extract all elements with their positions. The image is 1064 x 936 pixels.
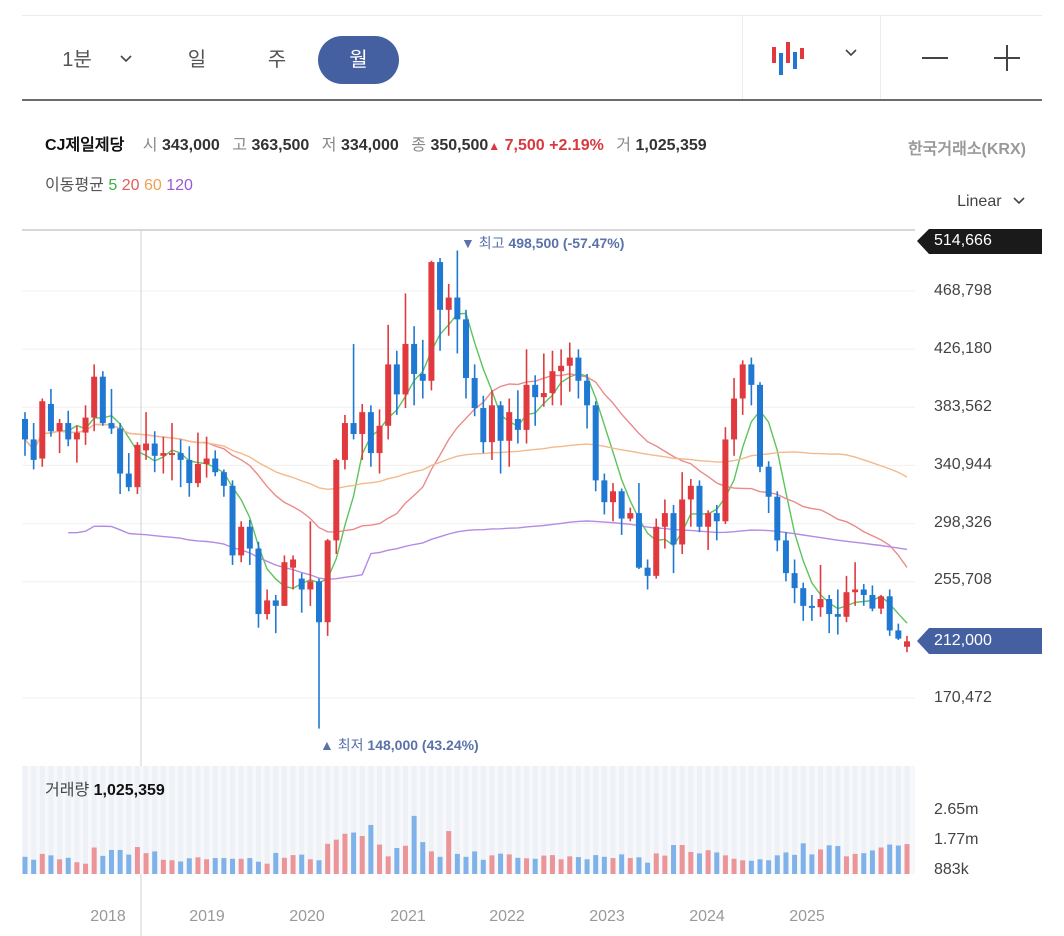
chart-toolbar: 1분 일 주 월 (22, 16, 1042, 101)
top-divider (22, 15, 1042, 16)
top-price-tag (917, 229, 1042, 254)
close-value: 350,500 (430, 137, 489, 154)
volume-label: 거 (616, 137, 632, 154)
period-month-button[interactable]: 월 (318, 36, 399, 84)
scale-select[interactable]: Linear (957, 193, 1026, 211)
change-value: 7,500 (504, 137, 545, 154)
high-label: 고 (232, 137, 248, 154)
ma-60[interactable]: 60 (143, 177, 162, 194)
volume-tick: 1.77m (934, 831, 979, 848)
top-price-label: 514,666 (934, 232, 992, 249)
change-percent: +2.19% (549, 137, 604, 154)
candlesticks (22, 250, 910, 729)
zoom-in-button[interactable] (988, 38, 1028, 78)
volume-value: 1,025,359 (635, 137, 707, 154)
ma-5[interactable]: 5 (108, 177, 118, 194)
chevron-down-icon[interactable] (119, 54, 133, 64)
x-tick: 2019 (189, 908, 225, 925)
toolbar-divider (742, 16, 743, 99)
low-label: 저 (321, 137, 337, 154)
x-tick: 2024 (689, 908, 725, 925)
ma-20[interactable]: 20 (121, 177, 140, 194)
x-tick: 2023 (589, 908, 625, 925)
exchange-name: 한국거래소(KRX) (907, 141, 1026, 158)
close-label: 종 (411, 137, 426, 154)
x-tick: 2021 (390, 908, 426, 925)
toolbar-divider (880, 16, 881, 99)
x-tick: 2018 (90, 908, 126, 925)
candlestick-icon[interactable] (771, 39, 811, 75)
period-day-button[interactable]: 일 (187, 49, 207, 71)
quote-summary: CJ제일제당 시 343,000 고 363,500 저 334,000 종 3… (45, 131, 707, 155)
volume-tick: 883k (934, 861, 969, 878)
period-1min-button[interactable]: 1분 (62, 49, 92, 71)
ma-label: 이동평균 (45, 177, 104, 194)
y-tick: 340,944 (934, 456, 992, 473)
low-annotation-value: 148,000 (43.24%) (367, 737, 479, 753)
current-price-tag (917, 628, 1042, 654)
moving-average-legend: 이동평균 5 20 60 120 (45, 171, 193, 195)
y-tick: 298,326 (934, 514, 992, 531)
low-annotation: ▲ 최저 148,000 (43.24%) (320, 735, 479, 755)
chevron-down-icon (1013, 197, 1025, 205)
x-tick: 2020 (289, 908, 325, 925)
y-tick: 426,180 (934, 340, 992, 357)
y-tick: 468,798 (934, 282, 992, 299)
high-annotation-value: 498,500 (-57.47%) (508, 235, 625, 251)
volume-title-value: 1,025,359 (93, 782, 165, 799)
x-tick: 2025 (789, 908, 825, 925)
ma-120[interactable]: 120 (166, 177, 193, 194)
stock-name: CJ제일제당 (45, 137, 125, 154)
current-price-label: 212,000 (934, 632, 992, 649)
high-value: 363,500 (251, 137, 310, 154)
up-arrow-icon: ▲ (320, 737, 334, 753)
high-annotation: ▼ 최고 498,500 (-57.47%) (461, 233, 624, 253)
high-annotation-label: 최고 (478, 235, 505, 251)
volume-stripes (22, 766, 910, 874)
low-annotation-label: 최저 (337, 737, 364, 753)
scale-select-value: Linear (957, 193, 1002, 210)
volume-tick: 2.65m (934, 801, 979, 818)
zoom-out-button[interactable] (916, 38, 956, 78)
y-tick: 255,708 (934, 571, 992, 588)
chevron-down-icon[interactable] (844, 48, 858, 58)
y-tick: 170,472 (934, 689, 992, 706)
x-tick: 2022 (489, 908, 525, 925)
open-label: 시 (142, 137, 158, 154)
volume-title: 거래량 1,025,359 (45, 776, 165, 800)
open-value: 343,000 (161, 137, 220, 154)
period-week-button[interactable]: 주 (267, 49, 287, 71)
up-arrow-icon: ▲ (488, 139, 501, 153)
low-value: 334,000 (340, 137, 399, 154)
volume-bars (22, 815, 910, 874)
y-tick: 383,562 (934, 398, 992, 415)
down-arrow-icon: ▼ (461, 235, 475, 251)
volume-title-label: 거래량 (45, 782, 90, 799)
